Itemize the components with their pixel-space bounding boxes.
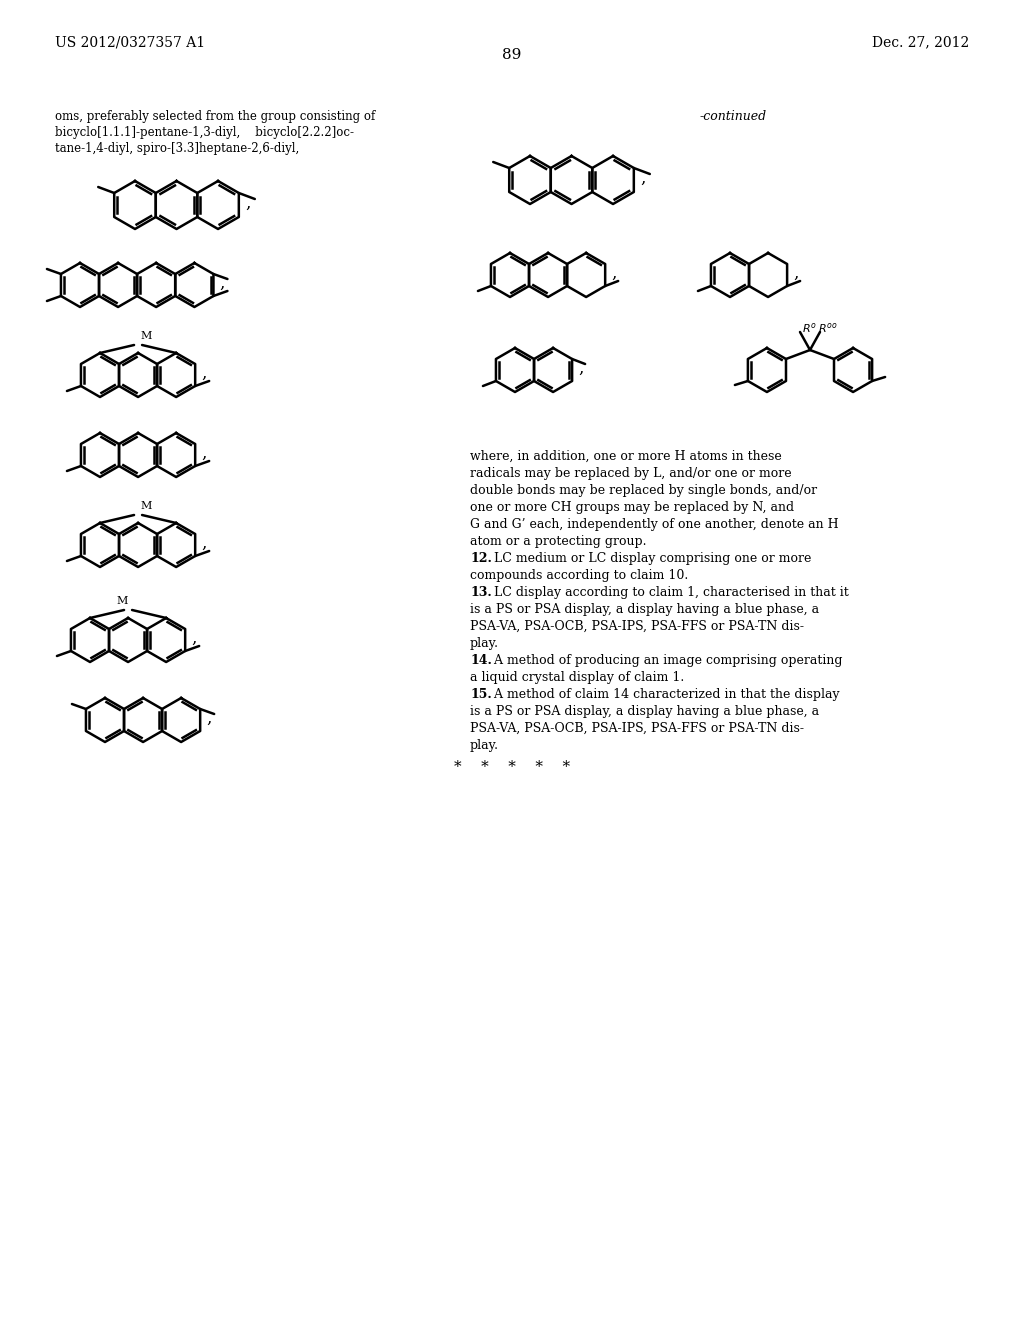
Text: M: M <box>116 597 127 606</box>
Text: bicyclo[1.1.1]-pentane-1,3-diyl,    bicyclo[2.2.2]oc-: bicyclo[1.1.1]-pentane-1,3-diyl, bicyclo… <box>55 125 354 139</box>
Text: play.: play. <box>470 638 499 649</box>
Text: ,: , <box>206 710 212 727</box>
Text: M: M <box>140 331 152 341</box>
Text: ,: , <box>245 195 251 213</box>
Text: ,: , <box>640 170 645 187</box>
Text: ,: , <box>793 265 799 282</box>
Text: ,: , <box>201 535 207 552</box>
Text: compounds according to claim 10.: compounds according to claim 10. <box>470 569 688 582</box>
Text: *    *    *    *    *: * * * * * <box>454 760 570 774</box>
Text: 15.: 15. <box>470 688 492 701</box>
Text: ,: , <box>201 366 207 381</box>
Text: US 2012/0327357 A1: US 2012/0327357 A1 <box>55 36 205 49</box>
Text: atom or a protecting group.: atom or a protecting group. <box>470 535 646 548</box>
Text: 14.: 14. <box>470 653 492 667</box>
Text: Dec. 27, 2012: Dec. 27, 2012 <box>871 36 969 49</box>
Text: ,: , <box>611 265 616 282</box>
Text: a liquid crystal display of claim 1.: a liquid crystal display of claim 1. <box>470 671 684 684</box>
Text: A method of claim 14 characterized in that the display: A method of claim 14 characterized in th… <box>489 688 839 701</box>
Text: LC medium or LC display comprising one or more: LC medium or LC display comprising one o… <box>489 552 811 565</box>
Text: ,: , <box>191 630 197 647</box>
Text: radicals may be replaced by L, and/or one or more: radicals may be replaced by L, and/or on… <box>470 467 792 480</box>
Text: -continued: -continued <box>700 110 767 123</box>
Text: 89: 89 <box>503 48 521 62</box>
Text: oms, preferably selected from the group consisting of: oms, preferably selected from the group … <box>55 110 375 123</box>
Text: is a PS or PSA display, a display having a blue phase, a: is a PS or PSA display, a display having… <box>470 603 819 616</box>
Text: 12.: 12. <box>470 552 492 565</box>
Text: LC display according to claim 1, characterised in that it: LC display according to claim 1, charact… <box>489 586 848 599</box>
Text: PSA-VA, PSA-OCB, PSA-IPS, PSA-FFS or PSA-TN dis-: PSA-VA, PSA-OCB, PSA-IPS, PSA-FFS or PSA… <box>470 722 804 735</box>
Text: PSA-VA, PSA-OCB, PSA-IPS, PSA-FFS or PSA-TN dis-: PSA-VA, PSA-OCB, PSA-IPS, PSA-FFS or PSA… <box>470 620 804 634</box>
Text: tane-1,4-diyl, spiro-[3.3]heptane-2,6-diyl,: tane-1,4-diyl, spiro-[3.3]heptane-2,6-di… <box>55 143 299 154</box>
Text: G and G’ each, independently of one another, denote an H: G and G’ each, independently of one anot… <box>470 517 839 531</box>
Text: ,: , <box>201 445 207 462</box>
Text: M: M <box>140 502 152 511</box>
Text: is a PS or PSA display, a display having a blue phase, a: is a PS or PSA display, a display having… <box>470 705 819 718</box>
Text: $R^{o}$: $R^{o}$ <box>802 321 817 335</box>
Text: one or more CH groups may be replaced by N, and: one or more CH groups may be replaced by… <box>470 502 795 513</box>
Text: ,: , <box>219 275 225 292</box>
Text: where, in addition, one or more H atoms in these: where, in addition, one or more H atoms … <box>470 450 781 463</box>
Text: 13.: 13. <box>470 586 492 599</box>
Text: ,: , <box>579 360 584 378</box>
Text: double bonds may be replaced by single bonds, and/or: double bonds may be replaced by single b… <box>470 484 817 498</box>
Text: $R^{oo}$: $R^{oo}$ <box>818 321 838 335</box>
Text: A method of producing an image comprising operating: A method of producing an image comprisin… <box>489 653 842 667</box>
Text: play.: play. <box>470 739 499 752</box>
